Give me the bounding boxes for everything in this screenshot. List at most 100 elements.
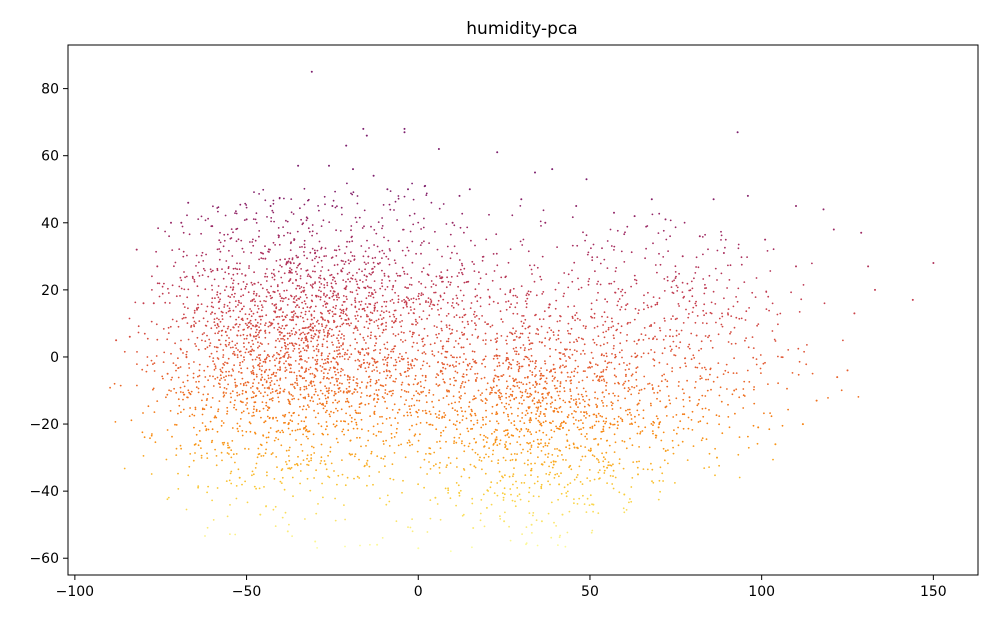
data-point — [507, 432, 509, 435]
data-point — [377, 327, 380, 330]
data-point — [330, 410, 332, 413]
data-point — [252, 312, 255, 315]
data-point — [193, 426, 195, 429]
data-point — [355, 412, 358, 414]
data-point — [460, 475, 463, 478]
data-point — [523, 399, 525, 402]
data-point — [266, 415, 269, 418]
data-point — [334, 190, 336, 193]
data-point — [328, 387, 330, 389]
data-point — [288, 356, 290, 358]
data-point — [395, 520, 398, 523]
data-point — [455, 457, 458, 460]
data-point — [219, 241, 222, 244]
data-point — [598, 478, 600, 480]
data-point — [512, 359, 514, 361]
data-point — [691, 287, 694, 290]
data-point — [690, 332, 693, 335]
data-point — [295, 463, 298, 465]
data-point — [373, 397, 376, 400]
data-point — [153, 411, 156, 413]
data-point — [281, 297, 283, 299]
data-point — [223, 376, 225, 379]
data-point — [565, 433, 568, 436]
data-point — [463, 469, 466, 471]
data-point — [312, 345, 315, 348]
data-point — [630, 355, 633, 358]
data-point — [379, 287, 382, 290]
data-point — [251, 299, 254, 302]
data-point — [458, 259, 461, 261]
data-point — [469, 368, 472, 371]
data-point — [279, 295, 282, 298]
data-point — [397, 298, 400, 301]
data-point — [356, 293, 359, 295]
data-point — [760, 372, 762, 374]
data-point — [630, 414, 632, 416]
data-point — [663, 459, 666, 462]
data-point — [282, 390, 285, 392]
data-point — [391, 409, 394, 411]
data-point — [504, 429, 507, 432]
data-point — [512, 339, 515, 341]
data-point — [694, 366, 697, 369]
data-point — [179, 391, 182, 393]
data-point — [672, 446, 674, 449]
data-point — [322, 329, 325, 331]
data-point — [650, 305, 653, 308]
data-point — [316, 369, 319, 372]
data-point — [218, 318, 220, 321]
data-point — [348, 356, 351, 358]
data-point — [662, 431, 665, 434]
data-point — [299, 246, 301, 249]
data-point — [556, 473, 559, 475]
data-point — [382, 358, 384, 361]
data-point — [485, 339, 487, 341]
data-point — [201, 251, 204, 254]
data-point — [652, 481, 655, 484]
data-point — [232, 326, 235, 329]
data-point — [186, 374, 189, 377]
data-point — [504, 434, 507, 437]
data-point — [499, 515, 501, 518]
data-point — [381, 322, 384, 325]
data-point — [559, 366, 561, 369]
data-point — [246, 317, 249, 320]
data-point — [677, 385, 680, 387]
data-point — [291, 535, 293, 537]
data-point — [337, 353, 339, 356]
data-point — [288, 401, 291, 403]
data-point — [463, 386, 466, 388]
data-point — [456, 466, 458, 468]
data-point — [577, 419, 580, 422]
data-point — [671, 439, 674, 442]
data-point — [474, 451, 477, 454]
data-point — [258, 410, 261, 413]
data-point — [332, 334, 335, 337]
data-point — [280, 356, 282, 359]
data-point — [480, 426, 483, 429]
data-point — [481, 362, 483, 365]
data-point — [198, 261, 200, 264]
data-point — [666, 279, 669, 282]
data-point — [249, 319, 252, 322]
data-point — [536, 438, 539, 441]
data-point — [552, 463, 555, 466]
data-point — [526, 450, 529, 453]
data-point — [524, 376, 526, 379]
data-point — [601, 452, 603, 455]
data-point — [363, 209, 366, 212]
data-point — [412, 312, 415, 314]
data-point — [528, 486, 531, 489]
data-point — [333, 298, 335, 301]
data-point — [345, 245, 348, 248]
data-point — [327, 269, 330, 272]
data-point — [693, 357, 696, 359]
data-point — [273, 327, 276, 329]
data-point — [359, 333, 362, 336]
data-point — [559, 381, 562, 383]
data-point — [340, 311, 342, 314]
data-point — [305, 425, 307, 428]
data-point — [279, 377, 282, 380]
data-point — [545, 434, 548, 436]
